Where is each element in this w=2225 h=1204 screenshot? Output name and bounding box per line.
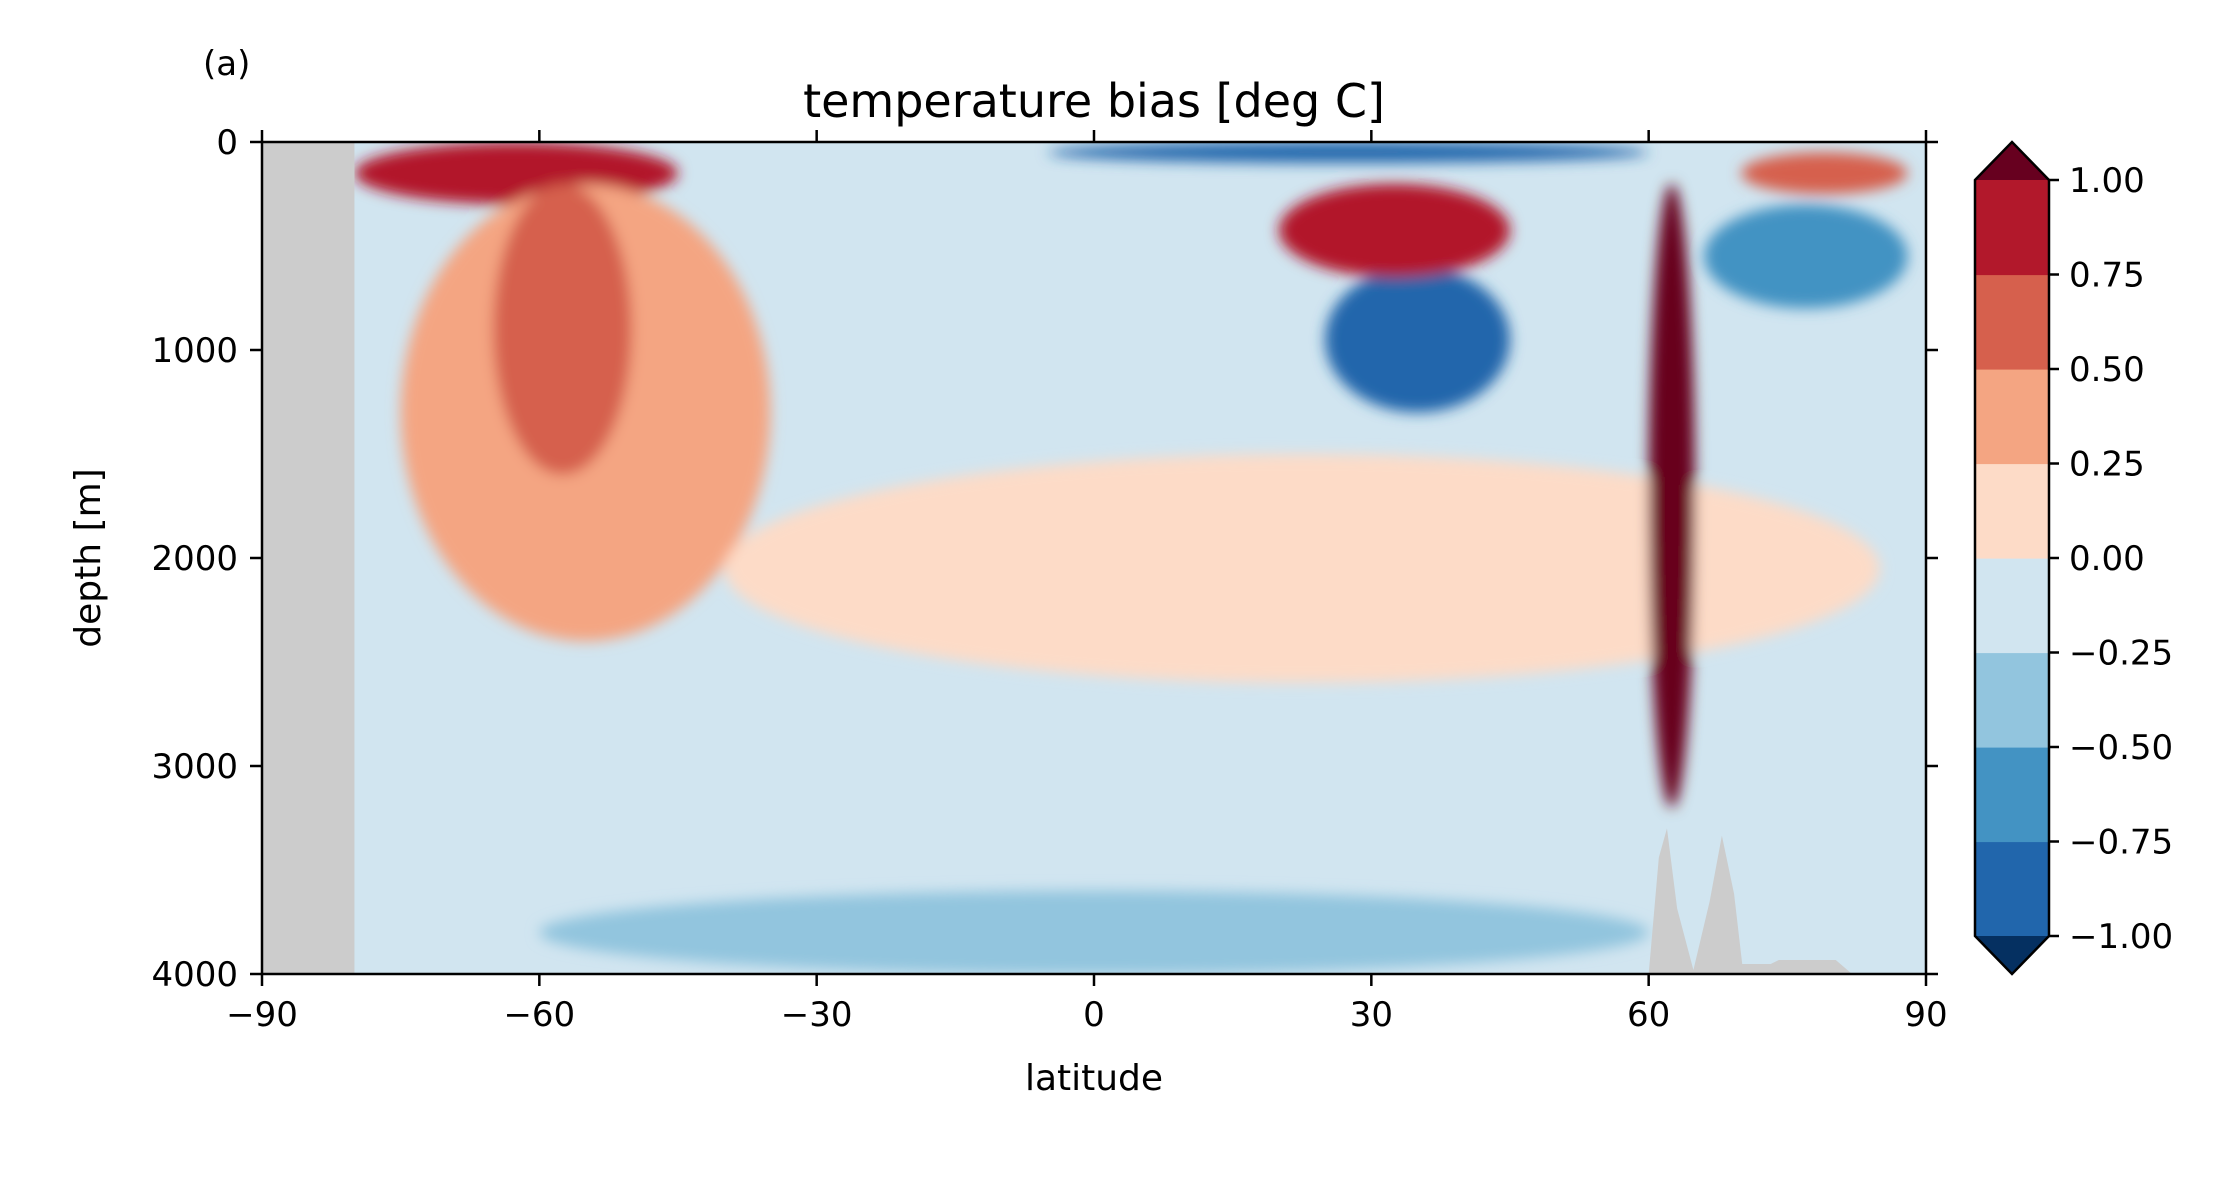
x-tick-label: 60 bbox=[1627, 995, 1670, 1035]
colorbar-extend-max bbox=[1975, 142, 2049, 180]
y-tick-label: 1000 bbox=[151, 331, 238, 371]
panel-label: (a) bbox=[203, 44, 250, 84]
y-axis: 0 1000 2000 3000 4000 bbox=[151, 123, 1938, 995]
colorbar-segment bbox=[1975, 558, 2049, 654]
x-tick-label: 0 bbox=[1083, 995, 1105, 1035]
x-tick-label: 90 bbox=[1904, 995, 1947, 1035]
x-axis-label: latitude bbox=[1025, 1058, 1163, 1099]
y-tick-label: 2000 bbox=[151, 539, 238, 579]
deep-cold-layer bbox=[539, 890, 1649, 974]
colorbar-segment bbox=[1975, 652, 2049, 748]
colorbar-tick-label: 0.50 bbox=[2069, 350, 2145, 390]
colorbar-tick-label: 0.75 bbox=[2069, 256, 2145, 296]
colorbar-segment bbox=[1975, 463, 2049, 559]
nordic-warm-plume bbox=[1648, 183, 1695, 808]
arctic-subsurface-cold bbox=[1704, 204, 1908, 309]
x-axis: −90 −60 −30 0 30 60 90 bbox=[226, 130, 1948, 1035]
colorbar: −1.00 −0.75 −0.50 −0.25 0.00 0.25 0.50 0.75 1.00 bbox=[1973, 140, 2173, 976]
colorbar-segment bbox=[1975, 747, 2049, 843]
y-tick-label: 4000 bbox=[151, 955, 238, 995]
colorbar-tick-label: 1.00 bbox=[2069, 161, 2145, 201]
land-mask bbox=[262, 142, 1853, 974]
y-tick-label: 3000 bbox=[151, 747, 238, 787]
antarctic-land bbox=[262, 142, 355, 974]
nordic-ridge-topography bbox=[1648, 828, 1853, 974]
bias-features bbox=[354, 142, 1908, 974]
colorbar-segment bbox=[1975, 180, 2049, 276]
colorbar-tick-label: −1.00 bbox=[2069, 917, 2173, 957]
colorbar-segment bbox=[1975, 841, 2049, 937]
x-tick-label: −90 bbox=[226, 995, 298, 1035]
colorbar-tick-label: 0.25 bbox=[2069, 445, 2145, 485]
colorbar-tick-label: 0.00 bbox=[2069, 539, 2145, 579]
colorbar-segment bbox=[1975, 274, 2049, 370]
arctic-surface-warm bbox=[1741, 152, 1908, 194]
colorbar-tick-label: −0.25 bbox=[2069, 634, 2173, 674]
x-tick-label: −30 bbox=[781, 995, 853, 1035]
x-tick-label: −60 bbox=[503, 995, 575, 1035]
mid-depth-warm-layer bbox=[724, 454, 1880, 683]
x-tick-label: 30 bbox=[1350, 995, 1393, 1035]
colorbar-tick-label: −0.50 bbox=[2069, 728, 2173, 768]
y-axis-label: depth [m] bbox=[68, 468, 109, 647]
northern-subtropical-warm-lens bbox=[1278, 183, 1510, 278]
chart-title: temperature bias [deg C] bbox=[803, 74, 1385, 128]
y-tick-label: 0 bbox=[216, 123, 238, 163]
tropical-surface-cold bbox=[1047, 142, 1649, 163]
subantarctic-warm-core bbox=[493, 183, 632, 475]
northern-subtropical-cold-core bbox=[1325, 266, 1510, 413]
colorbar-extend-min bbox=[1975, 936, 2049, 974]
colorbar-segment bbox=[1975, 369, 2049, 465]
temperature-bias-field bbox=[262, 142, 1926, 974]
colorbar-tick-label: −0.75 bbox=[2069, 823, 2173, 863]
